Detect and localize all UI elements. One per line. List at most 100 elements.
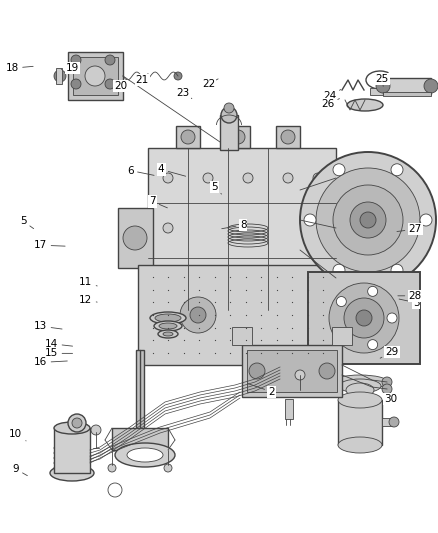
Circle shape: [203, 278, 213, 288]
Circle shape: [105, 79, 115, 89]
Ellipse shape: [159, 323, 177, 329]
Circle shape: [336, 329, 346, 340]
Circle shape: [85, 66, 105, 86]
Circle shape: [391, 264, 403, 276]
Bar: [242, 345, 342, 397]
Circle shape: [123, 226, 147, 250]
Bar: [73, 57, 118, 95]
Bar: [276, 126, 300, 148]
Ellipse shape: [54, 463, 90, 473]
Circle shape: [391, 164, 403, 176]
Circle shape: [387, 313, 397, 323]
Circle shape: [283, 173, 293, 183]
Ellipse shape: [154, 321, 182, 331]
Ellipse shape: [163, 332, 173, 336]
Ellipse shape: [54, 422, 90, 434]
Ellipse shape: [127, 448, 163, 462]
Circle shape: [360, 212, 376, 228]
Ellipse shape: [54, 448, 90, 458]
Circle shape: [313, 173, 323, 183]
Circle shape: [243, 173, 253, 183]
Circle shape: [105, 55, 115, 65]
Bar: [370, 88, 398, 95]
Circle shape: [329, 283, 399, 353]
Text: 28: 28: [398, 291, 422, 301]
Circle shape: [281, 130, 295, 144]
Circle shape: [333, 185, 403, 255]
Text: 27: 27: [397, 224, 422, 234]
Text: 4: 4: [158, 165, 186, 176]
Circle shape: [344, 298, 384, 338]
Circle shape: [304, 214, 316, 226]
Text: 25: 25: [375, 74, 389, 86]
Circle shape: [333, 264, 345, 276]
Circle shape: [420, 214, 432, 226]
Bar: [138, 265, 338, 365]
Text: 20: 20: [114, 80, 127, 91]
Circle shape: [295, 370, 305, 380]
Ellipse shape: [338, 437, 382, 453]
Circle shape: [283, 278, 293, 288]
Ellipse shape: [338, 392, 382, 408]
Bar: [148, 148, 336, 310]
Circle shape: [71, 55, 81, 65]
Text: 7: 7: [149, 197, 167, 208]
Circle shape: [181, 130, 195, 144]
Text: 24: 24: [323, 90, 341, 101]
Text: 30: 30: [380, 394, 397, 403]
Circle shape: [356, 310, 372, 326]
Ellipse shape: [54, 443, 90, 453]
Bar: [136, 350, 144, 440]
Bar: [232, 327, 252, 345]
Text: 17: 17: [34, 240, 65, 250]
Text: 11: 11: [79, 278, 97, 287]
Ellipse shape: [158, 330, 178, 338]
Circle shape: [316, 168, 420, 272]
Text: 21: 21: [136, 74, 149, 85]
Ellipse shape: [155, 314, 181, 322]
Text: 15: 15: [45, 349, 73, 358]
Circle shape: [163, 278, 173, 288]
Text: 22: 22: [202, 79, 218, 89]
Bar: [383, 92, 431, 96]
Bar: [308, 272, 420, 364]
Circle shape: [313, 223, 323, 233]
Circle shape: [164, 464, 172, 472]
Circle shape: [367, 340, 378, 350]
Circle shape: [203, 173, 213, 183]
Text: 16: 16: [34, 358, 67, 367]
Circle shape: [249, 363, 265, 379]
Ellipse shape: [150, 312, 186, 324]
Circle shape: [243, 278, 253, 288]
Text: 13: 13: [34, 321, 62, 331]
Bar: [338, 400, 382, 445]
Bar: [332, 327, 352, 345]
Circle shape: [382, 377, 392, 387]
Bar: [383, 78, 431, 94]
Text: 29: 29: [380, 347, 399, 358]
Circle shape: [190, 307, 206, 323]
Bar: [247, 350, 337, 392]
Text: 9: 9: [12, 464, 27, 475]
Bar: [118, 208, 153, 268]
Text: 19: 19: [61, 63, 79, 73]
Text: 26: 26: [321, 99, 339, 109]
Text: 2: 2: [248, 384, 275, 397]
Ellipse shape: [346, 383, 374, 397]
Bar: [112, 428, 168, 450]
Text: 5: 5: [211, 182, 222, 194]
Text: 14: 14: [45, 339, 73, 349]
Text: 6: 6: [127, 166, 154, 175]
Text: 3: 3: [399, 298, 420, 308]
Circle shape: [163, 223, 173, 233]
Text: 8: 8: [222, 220, 247, 230]
Circle shape: [163, 173, 173, 183]
Ellipse shape: [54, 458, 90, 468]
Bar: [226, 126, 250, 148]
Circle shape: [367, 286, 378, 296]
Circle shape: [231, 130, 245, 144]
Ellipse shape: [54, 453, 90, 463]
Text: 12: 12: [79, 295, 97, 304]
Text: 23: 23: [177, 88, 192, 99]
Circle shape: [319, 363, 335, 379]
